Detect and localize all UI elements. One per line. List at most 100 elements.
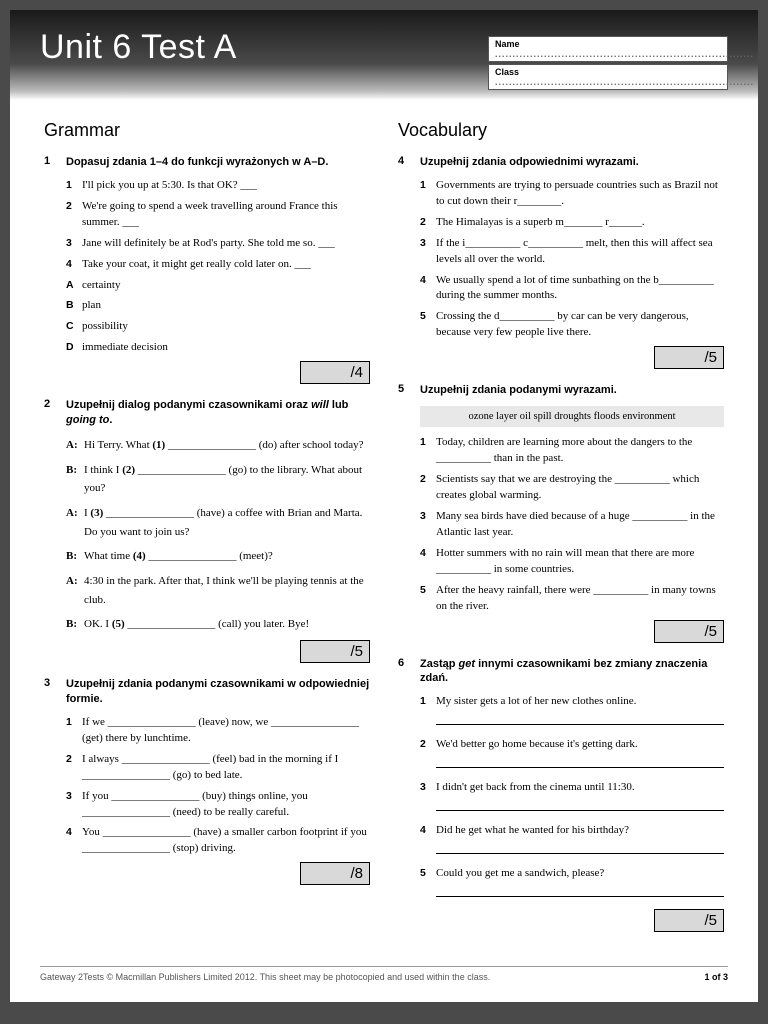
name-label: Name: [495, 39, 520, 49]
dialog-speaker: B:: [66, 615, 84, 634]
list-item: 2We're going to spend a week travelling …: [66, 199, 370, 231]
list-item: 1Governments are trying to persuade coun…: [420, 178, 724, 210]
q6-score: /5: [654, 909, 724, 932]
dialog-speaker: A:: [66, 572, 84, 609]
item-text: plan: [82, 298, 370, 314]
question-5: 5Uzupełnij zdania podanymi wyrazami. ozo…: [398, 383, 724, 642]
q4-items: 1Governments are trying to persuade coun…: [398, 178, 724, 341]
list-item: 4Did he get what he wanted for his birth…: [420, 823, 724, 839]
vocabulary-heading: Vocabulary: [398, 120, 724, 141]
item-text: If we ________________ (leave) now, we _…: [82, 715, 370, 747]
dialog-line: A:I (3) ________________ (have) a coffee…: [66, 504, 370, 541]
item-text: possibility: [82, 319, 370, 335]
list-item: 4We usually spend a lot of time sunbathi…: [420, 273, 724, 305]
item-text: Hotter summers with no rain will mean th…: [436, 546, 724, 578]
q3-title: Uzupełnij zdania podanymi czasownikami w…: [66, 677, 370, 707]
dialog-text: I think I (2) ________________ (go) to t…: [84, 461, 370, 498]
q3-num: 3: [44, 677, 66, 707]
item-text: You ________________ (have) a smaller ca…: [82, 825, 370, 857]
q6-items: 1My sister gets a lot of her new clothes…: [398, 694, 724, 897]
q2-score: /5: [300, 640, 370, 663]
q1-score: /4: [300, 361, 370, 384]
dialog-line: A:Hi Terry. What (1) ________________ (d…: [66, 436, 370, 455]
item-number: 1: [420, 435, 436, 467]
item-number: 3: [420, 780, 436, 796]
q3-items: 1If we ________________ (leave) now, we …: [44, 715, 370, 858]
item-number: 2: [66, 752, 82, 784]
item-text: We'd better go home because it's getting…: [436, 737, 724, 753]
item-number: 3: [66, 236, 82, 252]
q2-num: 2: [44, 398, 66, 428]
q5-num: 5: [398, 383, 420, 398]
item-text: Jane will definitely be at Rod's party. …: [82, 236, 370, 252]
answer-line: [436, 844, 724, 854]
q4-num: 4: [398, 155, 420, 170]
dialog-text: 4:30 in the park. After that, I think we…: [84, 572, 370, 609]
item-text: Did he get what he wanted for his birthd…: [436, 823, 724, 839]
dialog-line: B:What time (4) ________________ (meet)?: [66, 547, 370, 566]
dialog-speaker: A:: [66, 436, 84, 455]
list-item: 5Crossing the d__________ by car can be …: [420, 309, 724, 341]
q5-word-bank: ozone layer oil spill droughts floods en…: [420, 406, 724, 427]
answer-line: [436, 715, 724, 725]
item-number: 3: [420, 509, 436, 541]
list-item: Acertainty: [66, 278, 370, 294]
header-band: Unit 6 Test A Name .....................…: [10, 10, 758, 100]
grammar-heading: Grammar: [44, 120, 370, 141]
answer-line: [436, 801, 724, 811]
content-columns: Grammar 1 Dopasuj zdania 1–4 do funkcji w…: [10, 100, 758, 956]
item-text: Scientists say that we are destroying th…: [436, 472, 724, 504]
item-number: 5: [420, 583, 436, 615]
item-number: A: [66, 278, 82, 294]
dialog-text: Hi Terry. What (1) ________________ (do)…: [84, 436, 370, 455]
item-text: If the i__________ c__________ melt, the…: [436, 236, 724, 268]
q1-options: AcertaintyBplanCpossibilityDimmediate de…: [44, 278, 370, 357]
item-number: 4: [66, 825, 82, 857]
item-number: 3: [420, 236, 436, 268]
footer: Gateway 2Tests © Macmillan Publishers Li…: [40, 966, 728, 982]
list-item: 2We'd better go home because it's gettin…: [420, 737, 724, 753]
list-item: 4You ________________ (have) a smaller c…: [66, 825, 370, 857]
q5-title: Uzupełnij zdania podanymi wyrazami.: [420, 383, 617, 398]
item-number: 5: [420, 309, 436, 341]
item-number: 1: [420, 694, 436, 710]
list-item: 3I didn't get back from the cinema until…: [420, 780, 724, 796]
q3-score: /8: [300, 862, 370, 885]
item-text: Governments are trying to persuade count…: [436, 178, 724, 210]
dialog-line: A:4:30 in the park. After that, I think …: [66, 572, 370, 609]
left-column: Grammar 1Dopasuj zdania 1–4 do funkcji w…: [44, 120, 370, 946]
question-4: 4Uzupełnij zdania odpowiednimi wyrazami.…: [398, 155, 724, 369]
item-number: 4: [420, 546, 436, 578]
q5-items: 1Today, children are learning more about…: [398, 435, 724, 614]
item-number: 4: [66, 257, 82, 273]
question-6: 6 Zastąp get innymi czasownikami bez zmi…: [398, 657, 724, 932]
question-3: 3Uzupełnij zdania podanymi czasownikami …: [44, 677, 370, 885]
item-number: D: [66, 340, 82, 356]
list-item: 5Could you get me a sandwich, please?: [420, 866, 724, 882]
answer-line: [436, 758, 724, 768]
q4-score: /5: [654, 346, 724, 369]
item-text: I always ________________ (feel) bad in …: [82, 752, 370, 784]
q1-items: 1I'll pick you up at 5:30. Is that OK? _…: [44, 178, 370, 273]
list-item: 3If the i__________ c__________ melt, th…: [420, 236, 724, 268]
item-text: immediate decision: [82, 340, 370, 356]
q1-title: Dopasuj zdania 1–4 do funkcji wyrażonych…: [66, 155, 328, 170]
item-text: Could you get me a sandwich, please?: [436, 866, 724, 882]
dialog-speaker: B:: [66, 547, 84, 566]
list-item: 3Jane will definitely be at Rod's party.…: [66, 236, 370, 252]
item-number: 4: [420, 823, 436, 839]
list-item: 1If we ________________ (leave) now, we …: [66, 715, 370, 747]
item-text: Today, children are learning more about …: [436, 435, 724, 467]
item-number: 1: [420, 178, 436, 210]
list-item: 5After the heavy rainfall, there were __…: [420, 583, 724, 615]
item-text: After the heavy rainfall, there were ___…: [436, 583, 724, 615]
item-text: My sister gets a lot of her new clothes …: [436, 694, 724, 710]
item-number: 4: [420, 273, 436, 305]
name-dots: ........................................…: [495, 49, 754, 59]
dialog-speaker: B:: [66, 461, 84, 498]
q2-title: Uzupełnij dialog podanymi czasownikami o…: [66, 398, 370, 428]
list-item: 4Take your coat, it might get really col…: [66, 257, 370, 273]
item-text: Take your coat, it might get really cold…: [82, 257, 370, 273]
right-column: Vocabulary 4Uzupełnij zdania odpowiednim…: [398, 120, 724, 946]
question-2: 2 Uzupełnij dialog podanymi czasownikami…: [44, 398, 370, 663]
